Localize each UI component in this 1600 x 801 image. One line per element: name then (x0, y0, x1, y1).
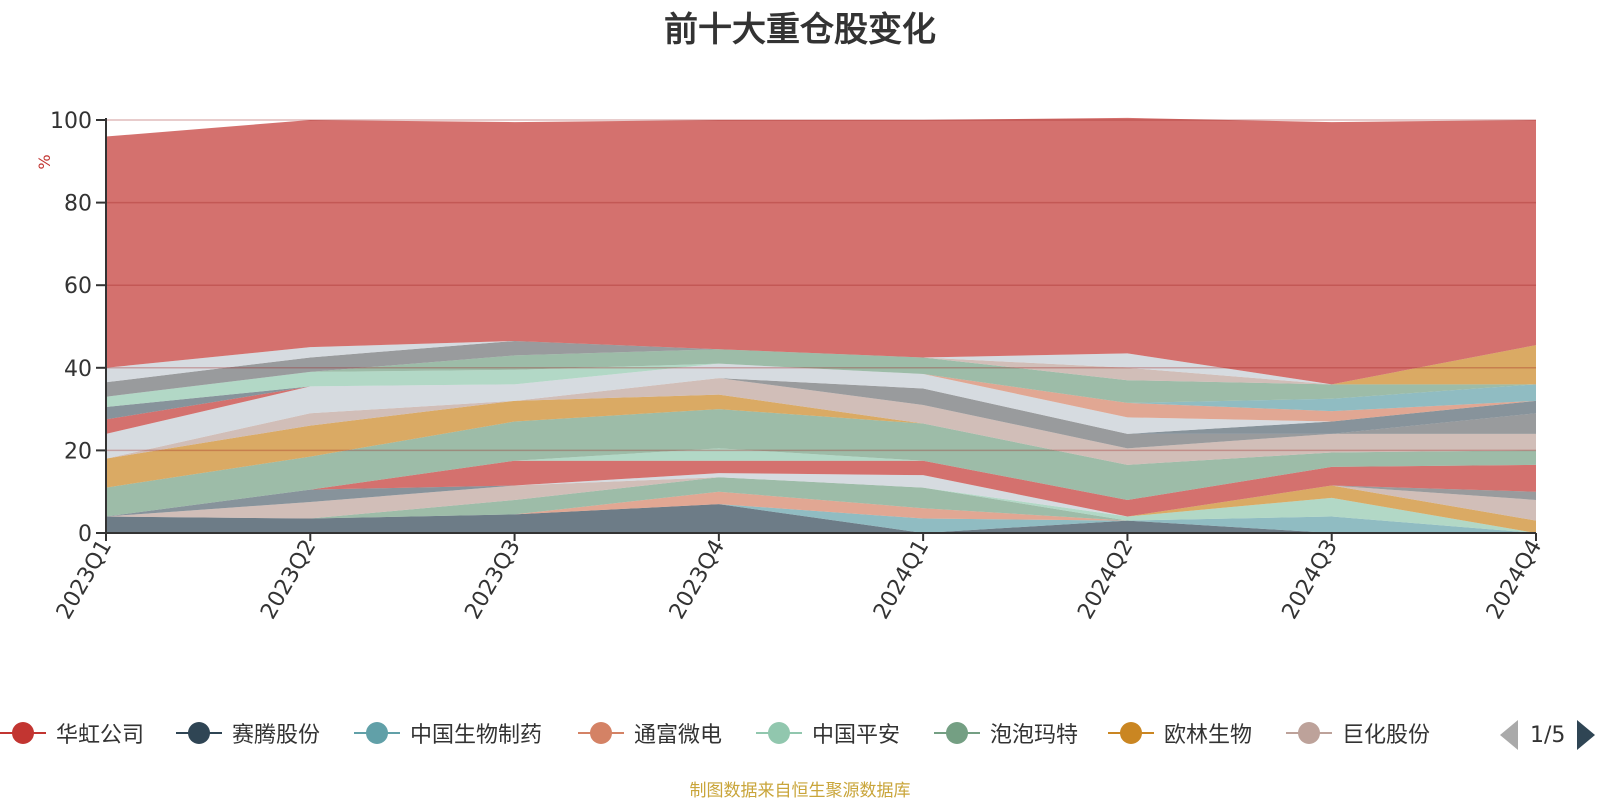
legend-item-label: 华虹公司 (56, 723, 145, 748)
area-series-13 (106, 394, 1536, 488)
area-series-3 (106, 477, 1536, 533)
area-series-12 (106, 409, 1536, 517)
legend-swatch-icon (0, 716, 46, 750)
y-tick-label-0: 0 (78, 522, 92, 547)
x-tick-label-1: 2023Q2 (256, 536, 321, 624)
area-series-19 (106, 363, 1536, 422)
y-tick-label-5: 100 (50, 109, 92, 134)
area-series-0 (106, 504, 1536, 533)
grid-layer (106, 119, 1536, 452)
legend-page-indicator: 1/5 (1530, 722, 1566, 748)
chart-title: 前十大重仓股变化 (664, 10, 936, 50)
area-series-15 (106, 378, 1536, 459)
legend-item[interactable]: 赛腾股份 (176, 716, 320, 750)
y-tick-label-3: 60 (64, 274, 92, 299)
area-series-14 (106, 378, 1536, 465)
legend-item[interactable]: 中国平安 (756, 716, 900, 750)
legend-swatch-icon (176, 716, 222, 750)
legend-item[interactable]: 泡泡玛特 (934, 716, 1078, 750)
y-tick-label-1: 20 (64, 439, 92, 464)
legend-item-label: 泡泡玛特 (990, 723, 1079, 748)
area-series-6 (106, 477, 1536, 521)
x-tick-label-3: 2023Q4 (665, 536, 730, 624)
legend-swatch-icon (1286, 716, 1332, 750)
legend-item-label: 中国生物制药 (410, 723, 543, 748)
legend-pager: 1/5 (1500, 718, 1596, 752)
y-tick-label-2: 40 (64, 357, 92, 382)
area-series-2 (106, 491, 1536, 533)
area-series-10 (106, 460, 1536, 517)
area-series-27 (106, 340, 1536, 385)
legend-swatch-icon (1108, 716, 1154, 750)
legend-item-label: 赛腾股份 (232, 723, 321, 748)
legend-item[interactable]: 巨化股份 (1286, 716, 1430, 750)
area-series-9 (106, 473, 1536, 517)
x-tick-label-6: 2024Q3 (1278, 536, 1343, 624)
area-series-25 (106, 340, 1536, 385)
legend-swatch-icon (354, 716, 400, 750)
area-series-8 (106, 477, 1536, 517)
legend-swatch-icon (934, 716, 980, 750)
source-note: 制图数据来自恒生聚源数据库 (689, 781, 911, 801)
area-series-23 (106, 349, 1536, 403)
legend-item[interactable]: 中国生物制药 (354, 716, 542, 750)
area-series-22 (106, 363, 1536, 408)
areas-layer (106, 117, 1536, 533)
area-series-24 (106, 340, 1536, 397)
legend-swatch-icon (756, 716, 802, 750)
x-tick-label-4: 2024Q1 (869, 536, 934, 624)
x-tick-label-5: 2024Q2 (1073, 536, 1138, 624)
area-series-1 (106, 504, 1536, 533)
x-tick-label-2: 2023Q3 (460, 536, 525, 624)
y-tick-label-4: 80 (64, 192, 92, 217)
legend-item-label: 巨化股份 (1342, 723, 1431, 748)
legend: 华虹公司 赛腾股份 中国生物制药 通富微电 中国平安 泡泡玛特 欧林生物 巨化股份 (0, 716, 1600, 756)
legend-item-label: 中国平安 (812, 723, 901, 748)
area-series-17 (106, 363, 1536, 459)
y-axis-label: % (35, 154, 54, 169)
legend-item[interactable]: 欧林生物 (1108, 716, 1252, 750)
legend-prev-page-icon[interactable] (1500, 720, 1518, 750)
stacked-area-chart: 0 20 40 60 80 100 2023Q1 2023Q2 2023Q3 2023Q4 2024… (35, 109, 1547, 624)
legend-swatch-icon (578, 716, 624, 750)
legend-item[interactable]: 华虹公司 (0, 716, 144, 750)
area-series-28 (106, 117, 1536, 385)
area-series-5 (106, 477, 1536, 533)
legend-item-label: 通富微电 (634, 723, 723, 748)
legend-item-label: 欧林生物 (1164, 723, 1253, 748)
area-series-4 (106, 477, 1536, 533)
legend-next-page-icon[interactable] (1577, 720, 1596, 750)
x-tick-label-0: 2023Q1 (52, 536, 117, 624)
legend-item[interactable]: 通富微电 (578, 716, 722, 750)
x-tick-label-7: 2024Q4 (1482, 536, 1547, 624)
